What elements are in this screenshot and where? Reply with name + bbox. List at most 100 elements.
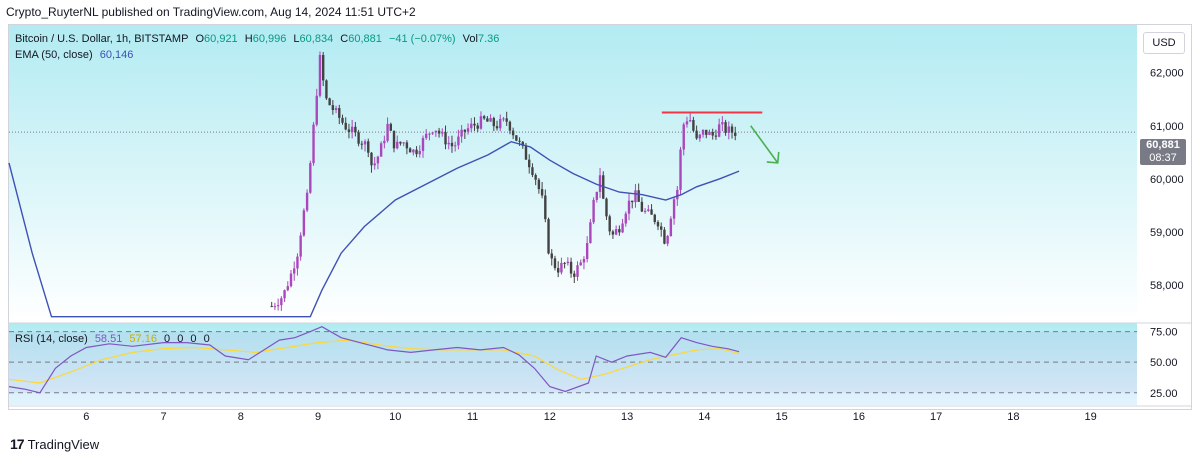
candle-body bbox=[660, 226, 663, 230]
brand-name: TradingView bbox=[27, 437, 100, 452]
candle-body bbox=[428, 133, 431, 135]
candle-body bbox=[627, 200, 631, 214]
candle-body bbox=[499, 118, 502, 129]
candle-body bbox=[695, 130, 698, 139]
low-label: L bbox=[293, 33, 300, 45]
candle-body bbox=[573, 273, 576, 277]
candle-body bbox=[550, 253, 553, 259]
candle-body bbox=[666, 235, 669, 244]
candle-body bbox=[724, 122, 727, 133]
time-tick-label: 16 bbox=[853, 411, 865, 423]
candle-body bbox=[647, 209, 650, 211]
ema-line bbox=[8, 140, 740, 318]
currency-button[interactable]: USD bbox=[1143, 32, 1185, 54]
rsi-value: 58.51 bbox=[94, 333, 123, 345]
candle-body bbox=[540, 189, 544, 196]
candle-body bbox=[283, 290, 286, 299]
candle-body bbox=[721, 122, 724, 125]
candle-body bbox=[463, 129, 467, 132]
candle-body bbox=[434, 130, 438, 133]
brand-footer[interactable]: 17 TradingView bbox=[10, 436, 99, 452]
high-label: H bbox=[244, 33, 253, 45]
time-tick-label: 11 bbox=[467, 411, 478, 423]
candle-body bbox=[460, 129, 463, 137]
candle-body bbox=[701, 129, 705, 135]
candle-body bbox=[585, 243, 589, 260]
candle-body bbox=[379, 143, 383, 157]
price-tick-label: 58,000 bbox=[1150, 280, 1184, 292]
candle-body bbox=[450, 142, 454, 147]
rsi-line bbox=[8, 326, 740, 394]
candle-body bbox=[708, 131, 711, 135]
low-value: 60,834 bbox=[299, 33, 334, 45]
candle-body bbox=[479, 116, 483, 129]
price-tick-label: 59,000 bbox=[1150, 227, 1184, 239]
candle-body bbox=[402, 142, 405, 144]
candle-body bbox=[698, 134, 702, 139]
down-arrow-head bbox=[766, 151, 780, 164]
candle-body bbox=[325, 80, 328, 99]
rsi-zero-2: 0 bbox=[177, 333, 184, 345]
candle-body bbox=[614, 229, 618, 235]
candle-body bbox=[482, 116, 486, 119]
time-tick-label: 17 bbox=[930, 411, 942, 423]
candle-body bbox=[305, 192, 309, 211]
candle-body bbox=[396, 141, 399, 149]
candle-body bbox=[582, 259, 586, 263]
open-value: 60,921 bbox=[204, 33, 238, 45]
candle-body bbox=[556, 268, 560, 273]
candle-body bbox=[408, 148, 412, 153]
candle-body bbox=[412, 149, 415, 153]
time-tick-label: 10 bbox=[389, 411, 401, 423]
candle-body bbox=[643, 210, 647, 212]
candle-body bbox=[576, 265, 579, 277]
time-tick-label: 19 bbox=[1085, 411, 1097, 423]
candle-body bbox=[682, 124, 685, 150]
candle-body bbox=[473, 123, 476, 126]
candle-body bbox=[730, 126, 734, 133]
candle-body bbox=[669, 218, 673, 236]
candle-body bbox=[631, 200, 634, 203]
time-tick-label: 6 bbox=[83, 411, 89, 423]
candle-body bbox=[489, 118, 492, 122]
rsi-ma-value: 57.16 bbox=[129, 333, 157, 345]
candle-body bbox=[605, 198, 608, 217]
candle-body bbox=[560, 262, 563, 273]
candle-body bbox=[338, 108, 341, 118]
candle-body bbox=[334, 108, 338, 110]
candle-body bbox=[676, 189, 679, 200]
candle-body bbox=[431, 132, 434, 134]
candle-body bbox=[650, 209, 653, 215]
candle-body bbox=[679, 149, 682, 190]
candle-body bbox=[711, 131, 714, 136]
candle-body bbox=[624, 213, 627, 224]
candle-body bbox=[692, 120, 695, 131]
candle-body bbox=[502, 118, 505, 120]
ema-legend: EMA (50, close) 60,146 bbox=[15, 49, 137, 61]
time-tick-label: 13 bbox=[621, 411, 633, 423]
candle-body bbox=[312, 124, 315, 164]
candle-body bbox=[476, 125, 479, 129]
candle-body bbox=[360, 143, 364, 145]
candle-body bbox=[437, 130, 441, 134]
candle-body bbox=[370, 152, 373, 166]
candle-body bbox=[544, 195, 547, 220]
candle-body bbox=[524, 145, 528, 160]
candle-body bbox=[386, 123, 389, 141]
rsi-level-label: 50.00 bbox=[1150, 357, 1178, 369]
candle-body bbox=[608, 216, 611, 232]
candle-body bbox=[528, 159, 531, 168]
candle-body bbox=[508, 121, 512, 131]
candle-body bbox=[563, 262, 566, 264]
candle-body bbox=[714, 135, 718, 137]
candle-body bbox=[486, 118, 489, 122]
close-label: C bbox=[340, 33, 349, 45]
close-value: 60,881 bbox=[348, 33, 382, 45]
candle-body bbox=[470, 123, 473, 129]
rsi-label: RSI (14, close) bbox=[15, 333, 88, 345]
candle-body bbox=[444, 132, 447, 145]
candle-body bbox=[634, 190, 637, 203]
candle-body bbox=[653, 214, 656, 222]
candle-body bbox=[717, 124, 721, 137]
